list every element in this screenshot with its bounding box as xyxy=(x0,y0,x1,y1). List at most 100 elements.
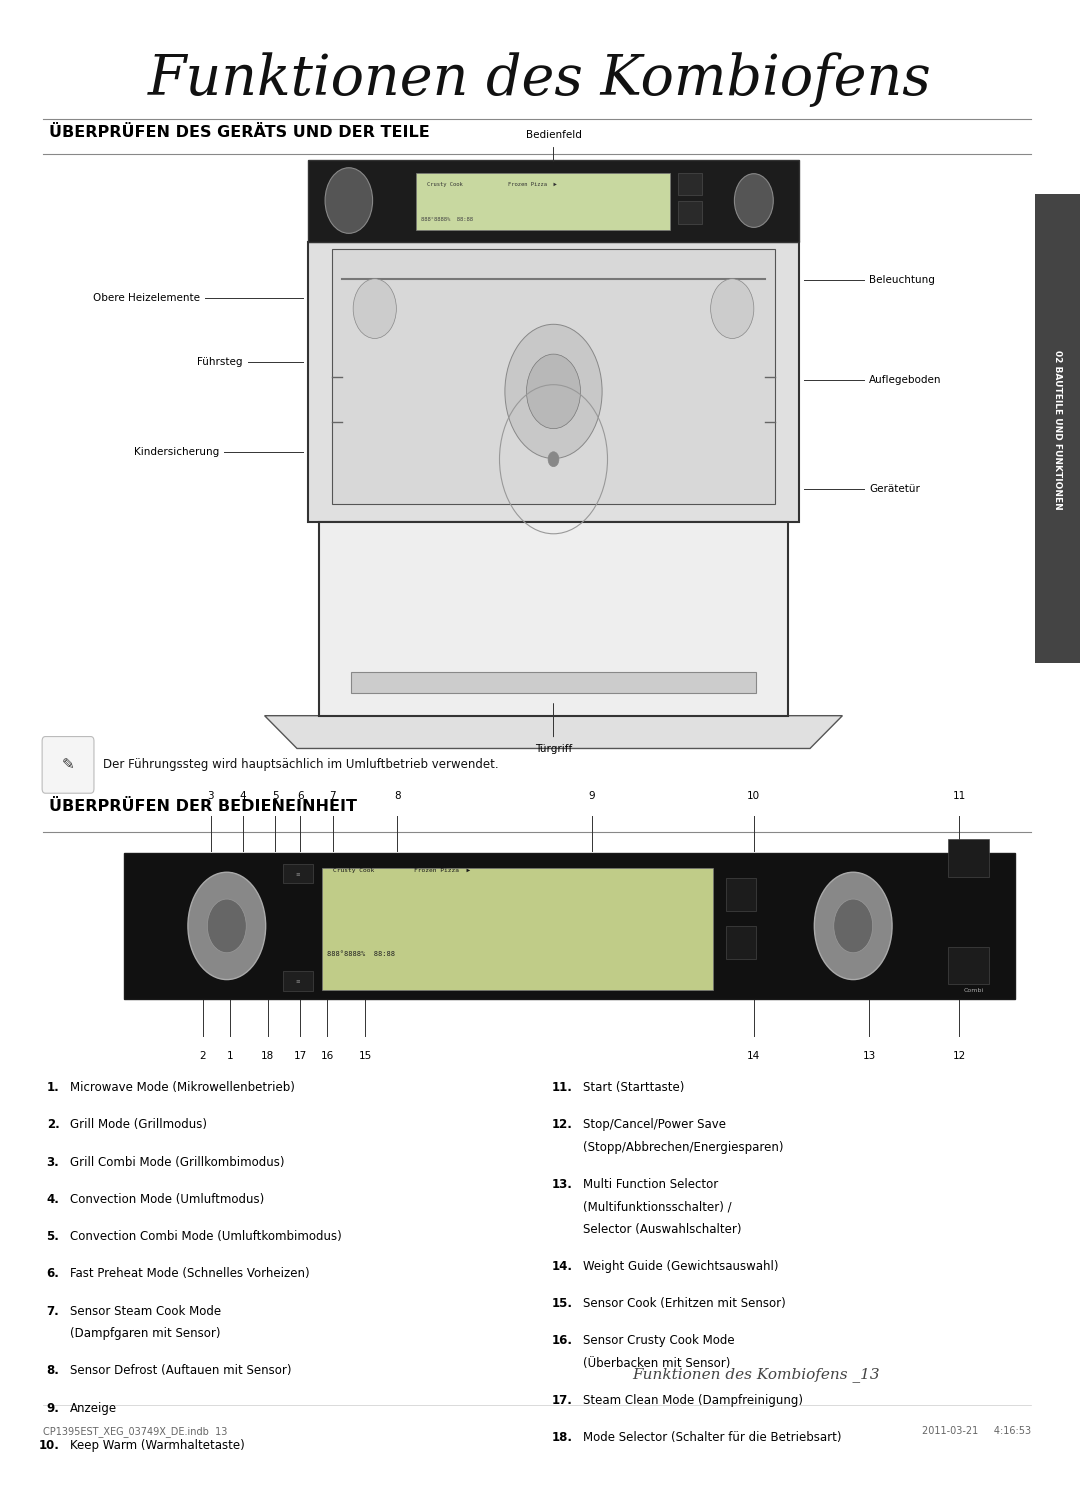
Text: 11.: 11. xyxy=(552,1081,572,1094)
Text: 16: 16 xyxy=(321,1051,334,1060)
Text: 3.: 3. xyxy=(46,1156,59,1169)
Polygon shape xyxy=(265,716,842,748)
Text: Multi Function Selector: Multi Function Selector xyxy=(583,1178,718,1191)
Text: Start (Starttaste): Start (Starttaste) xyxy=(583,1081,685,1094)
Bar xyxy=(319,522,788,716)
Text: 5.: 5. xyxy=(46,1230,59,1243)
Text: Grill Combi Mode (Grillkombimodus): Grill Combi Mode (Grillkombimodus) xyxy=(70,1156,285,1169)
Text: 9: 9 xyxy=(589,792,595,801)
Text: Kindersicherung: Kindersicherung xyxy=(134,447,219,456)
Text: Beleuchtung: Beleuchtung xyxy=(869,276,935,285)
Text: Sensor Cook (Erhitzen mit Sensor): Sensor Cook (Erhitzen mit Sensor) xyxy=(583,1297,786,1311)
Text: CP1395EST_XEG_03749X_DE.indb  13: CP1395EST_XEG_03749X_DE.indb 13 xyxy=(43,1425,228,1437)
Text: 2: 2 xyxy=(200,1051,206,1060)
Text: 11: 11 xyxy=(953,792,966,801)
Text: ≡: ≡ xyxy=(296,871,300,877)
Text: Combi: Combi xyxy=(964,989,984,993)
Text: 16.: 16. xyxy=(552,1334,572,1348)
Bar xyxy=(322,868,713,990)
Text: 17: 17 xyxy=(294,1051,307,1060)
Text: Bedienfeld: Bedienfeld xyxy=(526,130,581,140)
Text: Türgriff: Türgriff xyxy=(535,744,572,754)
Text: Steam Clean Mode (Dampfreinigung): Steam Clean Mode (Dampfreinigung) xyxy=(583,1394,804,1408)
Text: 13: 13 xyxy=(863,1051,876,1060)
Text: Crusty Cook: Crusty Cook xyxy=(427,182,462,186)
Text: Anzeige: Anzeige xyxy=(70,1402,118,1415)
Text: ÜBERPRÜFEN DES GERÄTS UND DER TEILE: ÜBERPRÜFEN DES GERÄTS UND DER TEILE xyxy=(49,125,430,140)
Bar xyxy=(726,926,756,959)
Text: Sensor Steam Cook Mode: Sensor Steam Cook Mode xyxy=(70,1305,221,1318)
Text: Selector (Auswahlschalter): Selector (Auswahlschalter) xyxy=(583,1223,742,1236)
Text: Sensor Crusty Cook Mode: Sensor Crusty Cook Mode xyxy=(583,1334,734,1348)
Bar xyxy=(416,173,670,230)
Text: (Multifunktionsschalter) /: (Multifunktionsschalter) / xyxy=(583,1200,732,1214)
Text: Frozen Pizza  ▶: Frozen Pizza ▶ xyxy=(508,182,556,186)
Bar xyxy=(283,972,313,990)
Text: Mode Selector (Schalter für die Betriebsart): Mode Selector (Schalter für die Betriebs… xyxy=(583,1431,841,1445)
Text: Auflegeboden: Auflegeboden xyxy=(869,376,942,385)
Text: 14.: 14. xyxy=(552,1260,572,1273)
Text: 8.: 8. xyxy=(46,1364,59,1378)
Text: Funktionen des Kombiofens: Funktionen des Kombiofens xyxy=(148,52,932,107)
Text: Der Führungssteg wird hauptsächlich im Umluftbetrieb verwendet.: Der Führungssteg wird hauptsächlich im U… xyxy=(103,759,498,771)
Text: 2011-03-21     4:16:53: 2011-03-21 4:16:53 xyxy=(922,1427,1031,1436)
Text: Microwave Mode (Mikrowellenbetrieb): Microwave Mode (Mikrowellenbetrieb) xyxy=(70,1081,295,1094)
Circle shape xyxy=(834,899,873,953)
Bar xyxy=(678,201,702,224)
Text: 12: 12 xyxy=(953,1051,966,1060)
Bar xyxy=(678,173,702,195)
Text: ✎: ✎ xyxy=(62,757,75,772)
Circle shape xyxy=(325,168,373,233)
Text: Führsteg: Führsteg xyxy=(198,358,243,367)
Text: Convection Mode (Umluftmodus): Convection Mode (Umluftmodus) xyxy=(70,1193,265,1206)
Circle shape xyxy=(527,353,581,429)
Text: 18.: 18. xyxy=(552,1431,572,1445)
Bar xyxy=(308,242,799,522)
Text: 15: 15 xyxy=(359,1051,372,1060)
Text: 8: 8 xyxy=(394,792,401,801)
Text: Weight Guide (Gewichtsauswahl): Weight Guide (Gewichtsauswahl) xyxy=(583,1260,779,1273)
Text: 9.: 9. xyxy=(46,1402,59,1415)
Text: 02 BAUTEILE UND FUNKTIONEN: 02 BAUTEILE UND FUNKTIONEN xyxy=(1053,349,1063,510)
Text: 15.: 15. xyxy=(552,1297,572,1311)
Bar xyxy=(1035,194,1080,663)
Bar xyxy=(948,947,989,984)
Text: 5: 5 xyxy=(272,792,279,801)
Text: 888°8888%  88:88: 888°8888% 88:88 xyxy=(421,218,473,222)
Text: 18: 18 xyxy=(261,1051,274,1060)
Circle shape xyxy=(353,279,396,338)
Text: (Stopp/Abbrechen/Energiesparen): (Stopp/Abbrechen/Energiesparen) xyxy=(583,1141,784,1154)
Text: Obere Heizelemente: Obere Heizelemente xyxy=(93,294,200,303)
Text: Funktionen des Kombiofens _13: Funktionen des Kombiofens _13 xyxy=(632,1367,880,1382)
Text: 888°8888%  88:88: 888°8888% 88:88 xyxy=(327,951,395,957)
Text: Keep Warm (Warmhaltetaste): Keep Warm (Warmhaltetaste) xyxy=(70,1439,245,1452)
Circle shape xyxy=(549,452,559,467)
Text: 6.: 6. xyxy=(46,1267,59,1281)
Circle shape xyxy=(188,872,266,980)
Text: Crusty Cook: Crusty Cook xyxy=(333,868,374,874)
Circle shape xyxy=(504,325,603,459)
Circle shape xyxy=(814,872,892,980)
Text: 4: 4 xyxy=(240,792,246,801)
Bar xyxy=(283,865,313,883)
Text: 7: 7 xyxy=(329,792,336,801)
Text: 7.: 7. xyxy=(46,1305,59,1318)
Text: 13.: 13. xyxy=(552,1178,572,1191)
FancyBboxPatch shape xyxy=(42,737,94,793)
Bar xyxy=(726,878,756,911)
Text: (Überbacken mit Sensor): (Überbacken mit Sensor) xyxy=(583,1357,730,1370)
Text: 12.: 12. xyxy=(552,1118,572,1132)
Circle shape xyxy=(207,899,246,953)
Text: Gerätetür: Gerätetür xyxy=(869,485,920,494)
Text: 1.: 1. xyxy=(46,1081,59,1094)
Bar xyxy=(351,672,756,693)
Text: Fast Preheat Mode (Schnelles Vorheizen): Fast Preheat Mode (Schnelles Vorheizen) xyxy=(70,1267,310,1281)
Text: 17.: 17. xyxy=(552,1394,572,1408)
Text: 3: 3 xyxy=(207,792,214,801)
Text: Convection Combi Mode (Umluftkombimodus): Convection Combi Mode (Umluftkombimodus) xyxy=(70,1230,342,1243)
Text: Frozen Pizza  ▶: Frozen Pizza ▶ xyxy=(414,868,470,874)
Text: 2.: 2. xyxy=(46,1118,59,1132)
Text: 10: 10 xyxy=(747,792,760,801)
Circle shape xyxy=(711,279,754,338)
Circle shape xyxy=(734,174,773,228)
